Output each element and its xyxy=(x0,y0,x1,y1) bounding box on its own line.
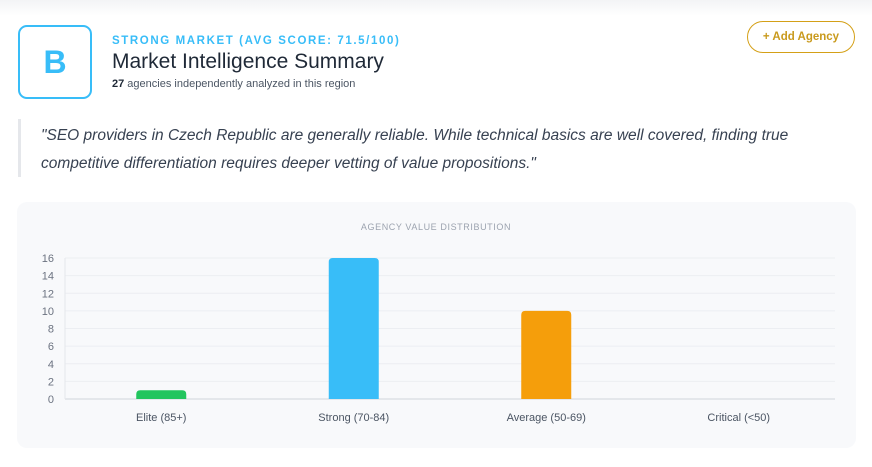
add-agency-button[interactable]: + Add Agency xyxy=(747,21,855,53)
bar-2 xyxy=(521,310,572,399)
page-title: Market Intelligence Summary xyxy=(112,50,384,73)
grade-letter: B xyxy=(43,43,67,80)
y-tick-label: 4 xyxy=(48,359,54,371)
y-tick-label: 6 xyxy=(48,341,54,353)
market-strength-label: STRONG MARKET (AVG SCORE: 71.5/100) xyxy=(112,35,401,47)
x-tick-label: Strong (70-84) xyxy=(318,412,389,424)
y-tick-label: 2 xyxy=(48,376,54,388)
x-tick-label: Average (50-69) xyxy=(507,412,586,424)
agency-count-text: agencies independently analyzed in this … xyxy=(124,78,356,90)
agency-count-line: 27 agencies independently analyzed in th… xyxy=(112,78,355,90)
y-tick-label: 0 xyxy=(48,394,54,406)
y-tick-label: 16 xyxy=(42,253,54,265)
y-tick-label: 8 xyxy=(48,324,54,336)
y-tick-label: 12 xyxy=(42,288,54,300)
x-tick-label: Elite (85+) xyxy=(136,412,186,424)
bar-0 xyxy=(136,390,187,399)
agency-count: 27 xyxy=(112,78,125,90)
grade-badge: B xyxy=(18,25,92,99)
x-tick-label: Critical (<50) xyxy=(707,412,770,424)
bar-1 xyxy=(328,258,379,399)
y-tick-label: 14 xyxy=(42,271,54,283)
chart-title: AGENCY VALUE DISTRIBUTION xyxy=(360,222,512,232)
y-tick-label: 10 xyxy=(42,306,54,318)
market-summary-quote: "SEO providers in Czech Republic are gen… xyxy=(18,119,848,177)
chart-panel xyxy=(17,202,856,448)
